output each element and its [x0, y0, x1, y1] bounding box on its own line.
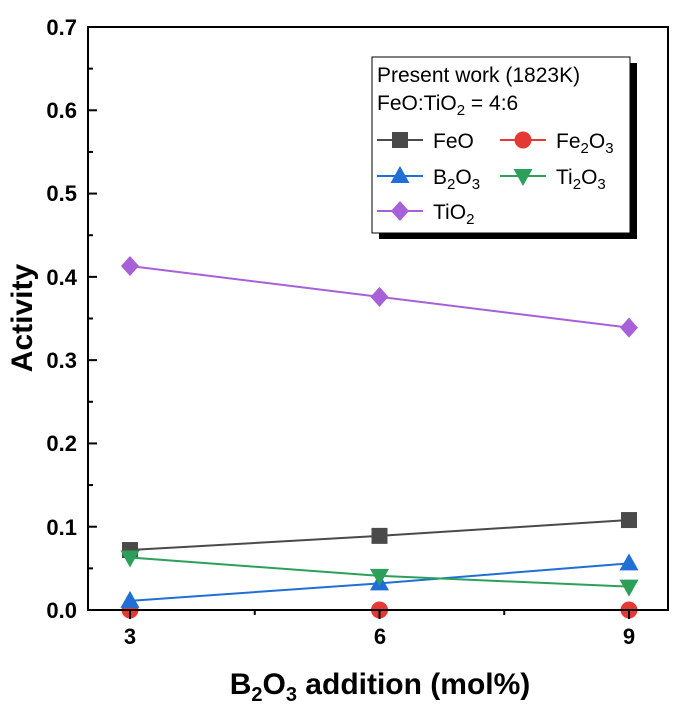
x-tick-label: 3: [124, 624, 136, 649]
legend-entries: FeO Fe2O3 B2O3 Ti2O3 TiO2: [377, 130, 614, 228]
legend-item-ti2o3: Ti2O3: [500, 166, 606, 193]
data-point-ti2o3: [120, 550, 140, 568]
y-axis-title: Activity: [6, 264, 39, 373]
legend-marker: [392, 132, 408, 148]
legend-label: FeO: [433, 130, 474, 153]
x-tick-label: 6: [374, 624, 386, 649]
x-tick-labels: 3 6 9: [124, 624, 635, 649]
y-tick-label: 0.3: [46, 348, 77, 373]
legend-title-line1: Present work (1823K): [377, 64, 580, 87]
y-tick-label: 0.0: [46, 598, 77, 623]
legend-item-fe2o3: Fe2O3: [500, 130, 614, 157]
y-tick-labels: 0.0 0.1 0.2 0.3 0.4 0.5 0.6 0.7: [46, 15, 77, 623]
legend-box: [371, 56, 631, 234]
x-tick-label: 9: [623, 624, 635, 649]
legend-label: TiO2: [433, 201, 474, 228]
y-tick-label: 0.5: [46, 181, 77, 206]
legend-marker: [513, 169, 533, 186]
legend-item-tio2: TiO2: [377, 201, 474, 228]
data-point-b2o3: [619, 553, 639, 571]
tick-layer: [88, 26, 630, 619]
legend-label: B2O3: [433, 166, 480, 193]
legend-label: Ti2O3: [556, 166, 606, 193]
legend: Present work (1823K) FeO:TiO2 = 4:6 FeO F…: [371, 56, 637, 239]
data-point-ti2o3: [619, 579, 639, 597]
data-point-tio2: [620, 317, 638, 338]
data-point-feo: [621, 512, 637, 529]
data-point-tio2: [370, 286, 389, 307]
x-axis-title: B2O3 addition (mol%): [230, 668, 531, 706]
y-tick-label: 0.2: [46, 431, 77, 456]
y-tick-label: 0.4: [46, 265, 77, 290]
y-tick-label: 0.6: [46, 98, 77, 123]
legend-marker: [390, 166, 410, 183]
data-point-tio2: [121, 256, 139, 277]
series-layer: [120, 256, 639, 619]
y-tick-label: 0.1: [46, 515, 77, 540]
legend-item-b2o3: B2O3: [377, 166, 480, 193]
legend-title-line2: FeO:TiO2 = 4:6: [377, 92, 518, 119]
legend-label: Fe2O3: [556, 130, 614, 157]
legend-marker: [391, 201, 409, 221]
data-point-b2o3: [120, 590, 140, 608]
data-point-ti2o3: [370, 568, 389, 586]
legend-item-feo: FeO: [377, 130, 474, 153]
y-tick-label: 0.7: [46, 15, 77, 40]
legend-marker: [514, 131, 532, 149]
data-point-feo: [371, 527, 388, 544]
